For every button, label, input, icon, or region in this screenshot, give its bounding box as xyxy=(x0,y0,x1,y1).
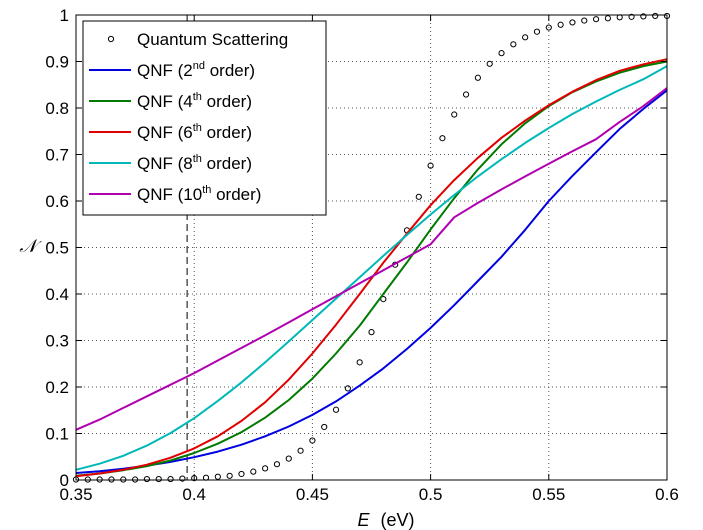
data-point xyxy=(356,359,363,366)
data-point xyxy=(309,437,316,444)
data-point xyxy=(285,455,292,462)
legend-entry: QNF (2nd order) xyxy=(137,60,255,80)
data-point xyxy=(427,162,434,169)
legend-entry: QNF (10th order) xyxy=(137,184,261,204)
x-tick-label: 0.5 xyxy=(419,485,443,504)
y-tick-label: 0.5 xyxy=(45,239,69,258)
x-tick-label: 0.6 xyxy=(655,485,679,504)
legend-entry: Quantum Scattering xyxy=(137,30,288,49)
legend-entry-superscript: th xyxy=(193,91,202,103)
data-point xyxy=(557,21,564,28)
data-point xyxy=(628,13,635,20)
legend-entry-tail: order) xyxy=(205,61,255,80)
axes: 0.35 0.4 0.45 0.5 0.55 0.6 0 0.1 0.2 0.3 0.4 0.5 0.6… xyxy=(45,6,678,504)
y-tick-label: 1 xyxy=(60,6,69,25)
legend-entry-main: QNF (10 xyxy=(137,185,202,204)
x-axis-variable: E xyxy=(357,510,370,530)
data-point xyxy=(297,447,304,454)
legend-entry-tail: order) xyxy=(202,154,252,173)
series-line xyxy=(75,65,668,471)
data-point xyxy=(486,60,493,67)
data-point xyxy=(533,28,541,35)
series-line xyxy=(75,58,668,478)
y-tick-label: 0.6 xyxy=(45,192,69,211)
y-tick-label: 0.4 xyxy=(45,285,69,304)
data-point xyxy=(545,24,552,31)
legend-entry: QNF (8th order) xyxy=(137,153,252,173)
y-tick-label: 0.1 xyxy=(45,425,69,444)
legend-entry: QNF (6th order) xyxy=(137,122,252,142)
data-point xyxy=(581,17,588,24)
plot-frame xyxy=(75,14,668,481)
data-point xyxy=(368,329,375,336)
x-axis-unit: (eV) xyxy=(381,510,415,530)
x-tick-label: 0.4 xyxy=(182,485,206,504)
y-tick-label: 0.7 xyxy=(45,146,69,165)
x-tick-label: 0.55 xyxy=(532,485,565,504)
legend-entry-main: Quantum Scattering xyxy=(137,30,288,49)
data-point xyxy=(510,41,517,48)
y-tick-label: 0.8 xyxy=(45,99,69,118)
data-point xyxy=(321,423,328,431)
legend-entry-main: QNF (6 xyxy=(137,123,193,142)
x-tick-label: 0.35 xyxy=(59,485,92,504)
data-point xyxy=(522,34,529,41)
legend-entry-superscript: nd xyxy=(193,60,205,72)
y-tick-label: 0 xyxy=(60,471,69,490)
data-point xyxy=(592,16,600,23)
x-axis-label: E (eV) xyxy=(357,510,414,530)
data-point xyxy=(344,385,351,392)
data-point xyxy=(415,193,422,200)
plot-area xyxy=(72,12,671,483)
legend-entry-superscript: th xyxy=(193,153,202,165)
legend-box xyxy=(82,20,327,216)
legend-entry-tail: order) xyxy=(202,92,252,111)
series-line xyxy=(75,87,668,431)
data-point xyxy=(179,475,186,482)
data-point xyxy=(250,468,257,475)
data-point xyxy=(474,74,481,81)
data-point xyxy=(262,465,269,472)
legend-entry-main: QNF (8 xyxy=(137,154,193,173)
data-point xyxy=(439,135,446,142)
data-point xyxy=(451,111,458,118)
series-line xyxy=(75,89,668,474)
data-point xyxy=(604,15,612,22)
legend-entry-superscript: th xyxy=(202,184,211,196)
data-point xyxy=(569,19,576,26)
legend-entry-tail: order) xyxy=(211,185,261,204)
data-point xyxy=(273,461,281,468)
data-point xyxy=(143,475,151,483)
data-point xyxy=(640,13,647,20)
grid xyxy=(76,15,667,480)
y-tick-label: 0.9 xyxy=(45,53,69,72)
x-tick-label: 0.45 xyxy=(296,485,329,504)
data-point xyxy=(238,470,245,478)
legend-entry-superscript: th xyxy=(193,122,202,134)
legend-entry-main: QNF (4 xyxy=(137,92,193,111)
data-point xyxy=(498,50,505,57)
data-point xyxy=(652,12,659,20)
legend-entry-tail: order) xyxy=(202,123,252,142)
data-point xyxy=(167,475,174,483)
y-tick-label: 0.3 xyxy=(45,332,69,351)
legend-entry-main: QNF (2 xyxy=(137,61,193,80)
data-point xyxy=(462,91,470,98)
data-point xyxy=(332,406,340,413)
data-point xyxy=(155,475,162,483)
legend-entry: QNF (4th order) xyxy=(137,91,252,111)
legend-marker xyxy=(107,35,115,43)
data-point xyxy=(226,472,233,479)
data-point xyxy=(214,473,221,480)
y-tick-label: 0.2 xyxy=(45,378,69,397)
